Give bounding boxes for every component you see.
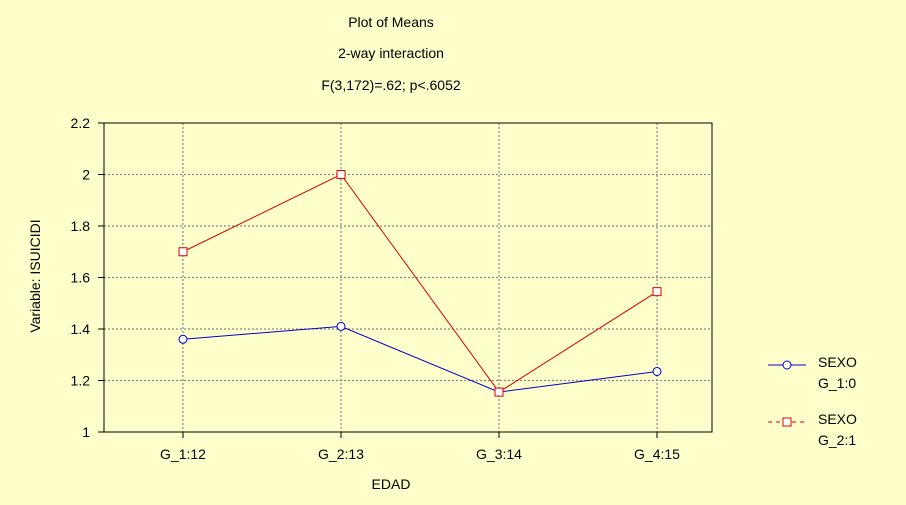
series-2-point bbox=[178, 247, 188, 257]
series-2-point bbox=[494, 387, 504, 397]
y-tick-label: 1.4 bbox=[71, 321, 91, 337]
x-tick-label: G_4:15 bbox=[634, 446, 680, 462]
series-1-point bbox=[652, 366, 662, 376]
legend: SEXO G_1:0 SEXO G_2:1 bbox=[768, 354, 857, 448]
y-tick-label: 2.2 bbox=[71, 115, 91, 131]
series-line-2 bbox=[182, 173, 658, 393]
y-tick-label: 2 bbox=[82, 167, 90, 183]
series-1-point bbox=[178, 334, 188, 344]
x-tick-label: G_1:12 bbox=[160, 446, 206, 462]
y-axis-label: Variable: ISUICIDI bbox=[27, 219, 43, 332]
legend-label-1: SEXO bbox=[818, 354, 857, 370]
x-ticks: G_1:12 G_2:13 G_3:14 G_4:15 bbox=[160, 432, 680, 462]
y-tick-label: 1.8 bbox=[71, 218, 91, 234]
legend-sublabel-1: G_1:0 bbox=[818, 375, 856, 391]
legend-marker-1 bbox=[782, 360, 792, 370]
grid bbox=[104, 123, 712, 432]
chart-title: Plot of Means bbox=[348, 14, 434, 30]
y-tick-label: 1.6 bbox=[71, 270, 91, 286]
y-tick-label: 1.2 bbox=[71, 373, 91, 389]
x-axis-label: EDAD bbox=[372, 476, 411, 492]
series-2-point bbox=[652, 287, 662, 297]
series-2-point bbox=[336, 170, 346, 179]
y-ticks: 1 1.2 1.4 1.6 1.8 2 2.2 bbox=[71, 115, 104, 440]
x-tick-label: G_2:13 bbox=[318, 446, 364, 462]
legend-label-2: SEXO bbox=[818, 411, 857, 427]
legend-sublabel-2: G_2:1 bbox=[818, 432, 856, 448]
chart-subtitle: 2-way interaction bbox=[338, 45, 444, 61]
x-tick-label: G_3:14 bbox=[476, 446, 522, 462]
y-tick-label: 1 bbox=[82, 424, 90, 440]
series-1-point bbox=[336, 321, 346, 331]
series-layer bbox=[178, 170, 662, 397]
series-line-1 bbox=[182, 325, 658, 393]
chart-stats: F(3,172)=.62; p<.6052 bbox=[321, 77, 461, 93]
legend-marker-2 bbox=[782, 417, 792, 427]
